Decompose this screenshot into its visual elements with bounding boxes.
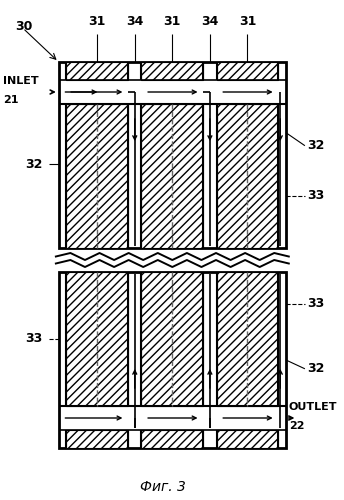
- Bar: [59, 272, 286, 448]
- Bar: [141, 62, 203, 80]
- Bar: [141, 430, 203, 448]
- Text: 33: 33: [307, 297, 324, 310]
- Bar: [216, 272, 278, 406]
- Bar: [216, 104, 278, 248]
- Text: 34: 34: [201, 15, 218, 28]
- Text: 32: 32: [307, 362, 324, 376]
- Text: 32: 32: [25, 158, 43, 171]
- Text: 21: 21: [3, 95, 18, 105]
- Bar: [66, 272, 128, 406]
- Bar: [216, 62, 278, 80]
- Text: 31: 31: [88, 15, 106, 28]
- Text: 31: 31: [164, 15, 181, 28]
- Bar: [216, 430, 278, 448]
- Text: 33: 33: [25, 332, 43, 345]
- Bar: [66, 430, 128, 448]
- Bar: [66, 104, 128, 248]
- Text: OUTLET: OUTLET: [289, 402, 337, 412]
- Text: Фиг. 3: Фиг. 3: [140, 480, 186, 494]
- Text: INLET: INLET: [3, 76, 39, 86]
- Bar: [66, 62, 128, 80]
- Text: 22: 22: [289, 421, 304, 431]
- Text: 31: 31: [239, 15, 256, 28]
- Text: 33: 33: [307, 190, 324, 202]
- Bar: [141, 104, 203, 248]
- Bar: [59, 62, 286, 248]
- Text: 30: 30: [15, 20, 33, 33]
- Text: 32: 32: [307, 139, 324, 152]
- Bar: [141, 272, 203, 406]
- Text: 34: 34: [126, 15, 143, 28]
